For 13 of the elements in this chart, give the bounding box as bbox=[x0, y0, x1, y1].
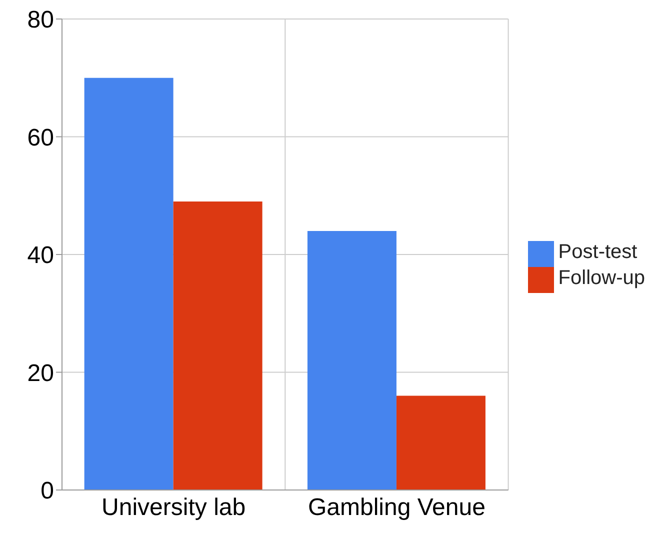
x-tick-label: University lab bbox=[102, 494, 246, 522]
y-tick-label: 80 bbox=[27, 6, 54, 34]
y-tick-label: 0 bbox=[40, 478, 54, 505]
bar bbox=[307, 230, 396, 490]
bar bbox=[396, 396, 486, 490]
bar bbox=[84, 78, 174, 490]
legend-label: Follow-up bbox=[558, 266, 645, 289]
y-tick-label: 60 bbox=[27, 124, 54, 152]
legend-label: Post-test bbox=[558, 240, 638, 263]
y-tick-label: 20 bbox=[27, 360, 54, 387]
bar bbox=[173, 202, 262, 490]
x-tick-label: Gambling Venue bbox=[308, 494, 486, 522]
y-tick-label: 40 bbox=[27, 242, 54, 270]
